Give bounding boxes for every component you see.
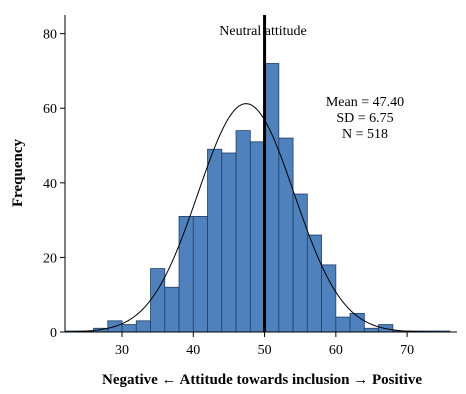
y-tick-label: 20 [43,251,57,266]
y-tick-label: 40 [43,177,57,192]
histogram-bar [164,286,180,333]
histogram-bar [363,327,380,333]
x-ticks: 30 40 50 60 70 [115,332,414,358]
histogram-bar [178,215,194,333]
histogram-bar [249,141,265,333]
histogram-bar [221,152,237,333]
histogram-bar [135,320,151,333]
stat-n: N = 518 [342,127,388,142]
x-tick-label: 60 [329,343,343,358]
y-tick-label: 60 [43,102,57,117]
histogram-bar [335,316,351,333]
histogram-bar [321,264,337,333]
y-axis-label: Frequency [10,138,26,207]
stat-mean: Mean = 47.40 [326,95,404,110]
y-tick-label: 0 [50,326,57,341]
histogram-bar [192,215,208,333]
x-tick-label: 70 [400,343,414,358]
x-axis-label: Negative ← Attitude towards inclusion → … [102,372,422,388]
histogram-bar [235,130,251,333]
y-tick-label: 80 [43,28,57,43]
histogram-bar [150,268,166,333]
normal-curve [64,103,457,333]
x-tick-label: 40 [186,343,200,358]
histogram-bar [207,148,223,333]
histogram-bar [121,324,137,333]
histogram-bar [264,63,280,333]
neutral-attitude-label: Neutral attitude [219,24,306,39]
y-ticks: 0 20 40 60 80 [43,28,65,341]
stat-sd: SD = 6.75 [336,111,393,126]
x-tick-label: 30 [115,343,129,358]
x-tick-label: 50 [258,343,272,358]
histogram-bar [292,193,308,333]
histogram-bar [278,137,294,333]
